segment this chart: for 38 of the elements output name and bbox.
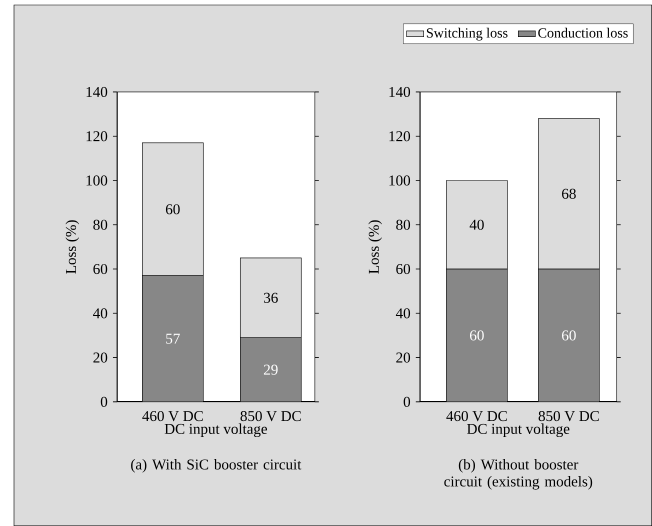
data-label: 60: [470, 330, 484, 340]
data-label: 36: [264, 292, 278, 303]
y-tick-label: 60: [93, 264, 108, 274]
y-tick-label: 140: [389, 86, 410, 97]
y-tick-label: 20: [396, 352, 410, 363]
y-tick-label: 40: [396, 308, 410, 318]
data-label: 29: [264, 364, 278, 375]
legend-label: Switching loss: [426, 28, 508, 41]
text: (a) With SiC booster circuit: [131, 458, 302, 473]
y-tick-label: 80: [396, 220, 410, 230]
y-tick-label: 100: [389, 175, 410, 186]
y-tick-label: 20: [93, 352, 108, 363]
legend-label: Conduction loss: [538, 28, 628, 38]
y-tick-label: 140: [86, 86, 108, 97]
data-label: 68: [562, 188, 576, 199]
x-tick-label: 460 V DC: [142, 410, 203, 422]
bar: [538, 268, 600, 402]
y-tick-label: 0: [100, 396, 108, 407]
text: (b) Without booster circuit (existing models): [444, 458, 592, 490]
x-axis-title: DC input voltage: [164, 423, 268, 438]
x-tick-label: 460 V DC: [446, 410, 507, 422]
x-axis-title: DC input voltage: [467, 423, 570, 438]
y-tick-label: 0: [404, 396, 410, 407]
data-label: 40: [470, 220, 484, 230]
data-label: 57: [166, 334, 180, 344]
data-label: 60: [562, 330, 576, 340]
y-axis-title: Loss (%): [368, 220, 382, 274]
bar: [446, 268, 508, 402]
y-tick-label: 60: [396, 264, 410, 274]
y-tick-label: 120: [86, 131, 108, 142]
y-tick-label: 80: [93, 220, 108, 230]
y-axis-title: Loss (%): [65, 220, 80, 274]
data-label: 60: [166, 204, 180, 214]
y-tick-label: 100: [86, 175, 108, 186]
x-tick-label: 850 V DC: [240, 410, 301, 422]
y-tick-label: 40: [93, 308, 108, 318]
y-tick-label: 120: [389, 131, 410, 142]
x-tick-label: 850 V DC: [538, 410, 599, 422]
